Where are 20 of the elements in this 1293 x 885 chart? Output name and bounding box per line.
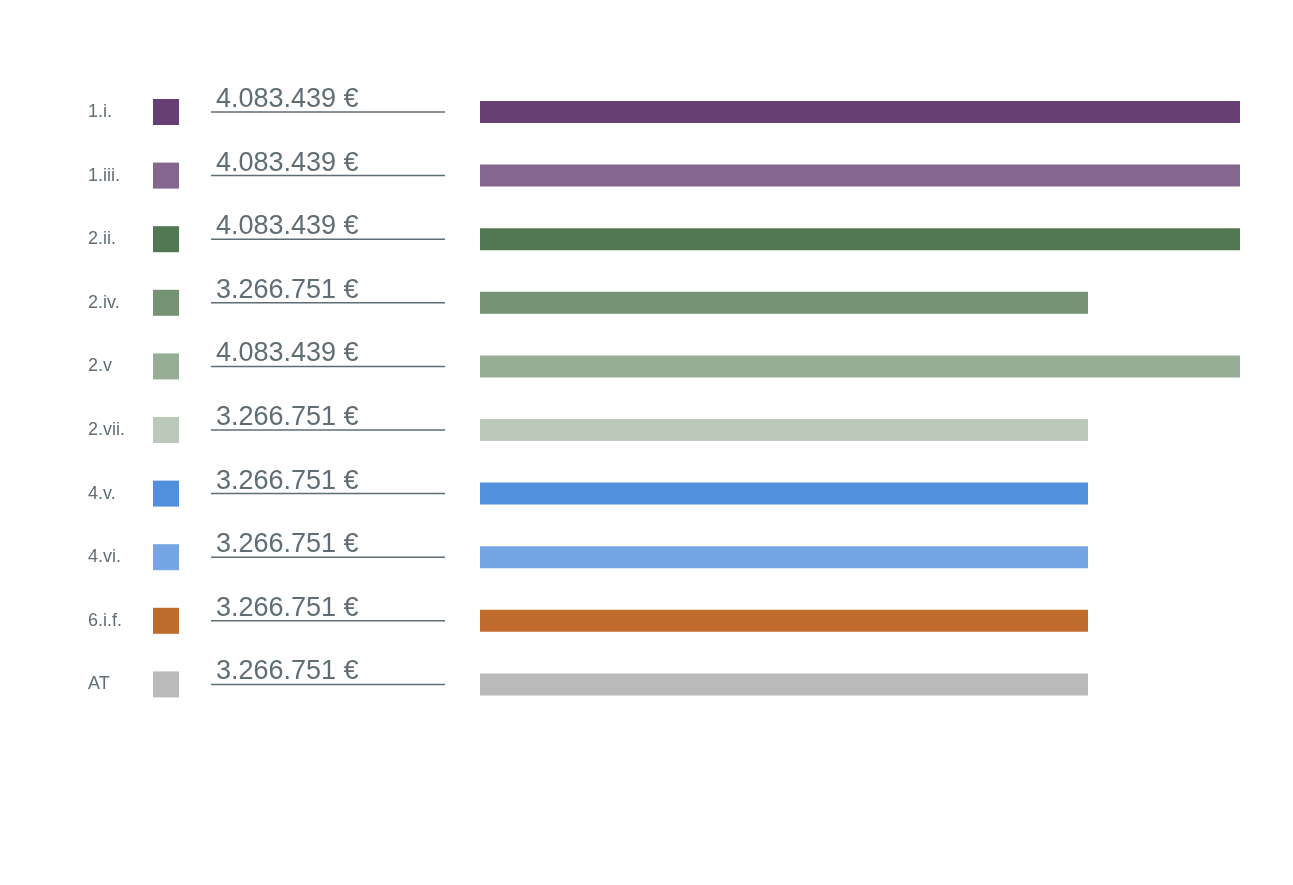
y-tick-label: AT	[88, 673, 110, 694]
y-tick-label: 4.v.	[88, 482, 116, 503]
data-label: 4.083.439 €	[216, 146, 359, 177]
data-label: 4.083.439 €	[216, 210, 359, 241]
data-label: 3.266.751 €	[216, 591, 359, 622]
y-tick-label: 1.iii.	[88, 164, 121, 185]
data-label: 3.266.751 €	[216, 401, 359, 431]
y-tick-label: 4.vi.	[88, 546, 122, 567]
data-label: 3.266.751 €	[216, 528, 359, 559]
data-label: 3.266.751 €	[216, 273, 359, 304]
y-tick-label: 2.v	[88, 355, 113, 376]
y-tick-label: 1.i.	[88, 101, 113, 121]
y-tick-label: 2.ii.	[88, 228, 117, 249]
data-label: 4.083.439 €	[216, 83, 359, 113]
data-label: 3.266.751 €	[216, 464, 359, 495]
data-label: 3.266.751 €	[216, 655, 359, 686]
y-tick-label: 2.vii.	[88, 419, 126, 439]
y-tick-label: 6.i.f.	[88, 609, 123, 630]
data-label: 4.083.439 €	[216, 337, 359, 368]
y-tick-label: 2.iv.	[88, 291, 120, 312]
